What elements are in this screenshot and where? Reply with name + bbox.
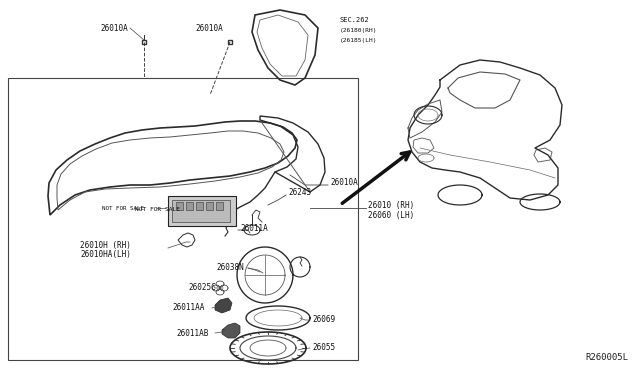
Bar [216,202,223,210]
Text: 26010H (RH): 26010H (RH) [80,241,131,250]
Text: 26055: 26055 [312,343,335,353]
Text: 26010A: 26010A [100,23,128,32]
Text: NOT FOR SALE: NOT FOR SALE [102,205,144,211]
Bar [168,196,236,226]
Text: 26011AA: 26011AA [172,304,204,312]
Text: 26069: 26069 [312,315,335,324]
Bar [172,200,230,222]
Text: 26010A: 26010A [330,177,358,186]
Text: 26010 (RH): 26010 (RH) [368,201,414,209]
Bar [206,202,213,210]
Polygon shape [222,323,240,338]
Polygon shape [215,298,232,313]
Text: (26180(RH): (26180(RH) [340,28,378,32]
Text: 26060 (LH): 26060 (LH) [368,211,414,219]
Text: 26010HA(LH): 26010HA(LH) [80,250,131,260]
Text: NOT FOR SALE: NOT FOR SALE [135,206,180,212]
Text: 26011AB: 26011AB [176,328,209,337]
Text: 26038N: 26038N [216,263,244,273]
Text: 26010A: 26010A [195,23,223,32]
Bar [196,202,203,210]
Text: 26243: 26243 [288,187,311,196]
Bar [176,202,183,210]
Bar [8,78,358,360]
Text: SEC.262: SEC.262 [340,17,370,23]
Text: R260005L: R260005L [585,353,628,362]
Text: 26025C: 26025C [188,283,216,292]
Text: (26185(LH): (26185(LH) [340,38,378,42]
Text: 26011A: 26011A [240,224,268,232]
Bar [186,202,193,210]
